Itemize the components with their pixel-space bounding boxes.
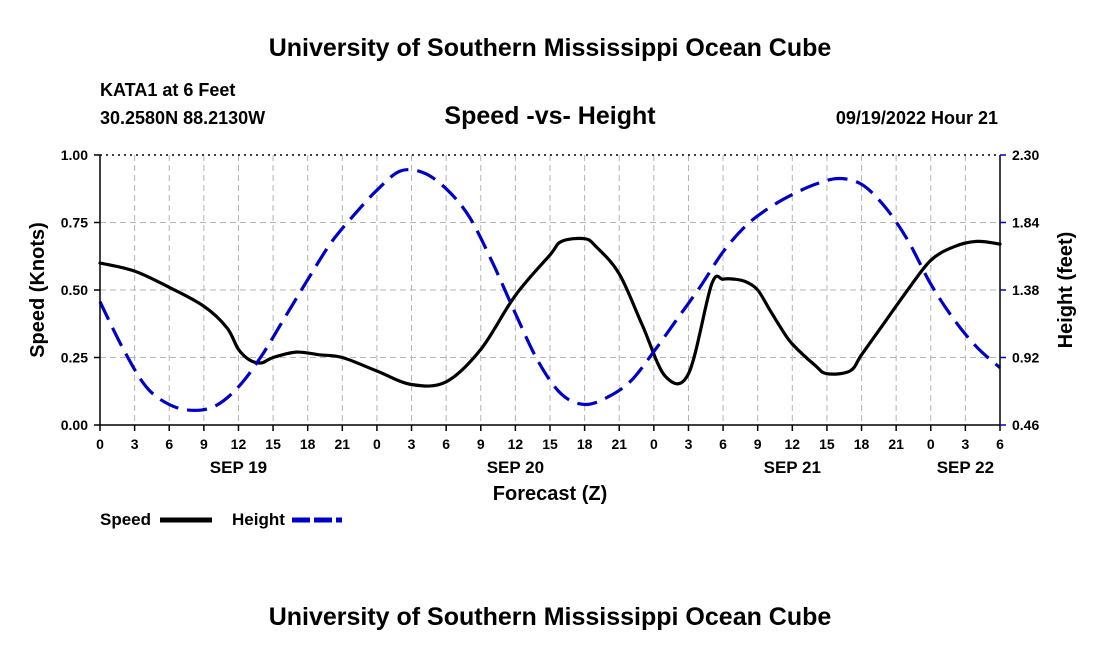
x-tick-label: 6 (996, 436, 1004, 452)
legend-speed-label: Speed (100, 510, 151, 529)
y-tick-label: 1.00 (61, 147, 88, 163)
y-tick-label: 0.50 (61, 282, 88, 298)
y2-axis-label: Height (feet) (1055, 232, 1077, 349)
x-tick-label: 6 (165, 436, 173, 452)
x-tick-label: 6 (719, 436, 727, 452)
x-tick-label: 3 (408, 436, 416, 452)
footer-title: University of Southern Mississippi Ocean… (269, 603, 832, 631)
x-tick-label: 6 (442, 436, 450, 452)
x-tick-label: 15 (819, 436, 835, 452)
day-label: SEP 20 (487, 458, 544, 477)
x-tick-label: 0 (96, 436, 104, 452)
x-tick-label: 12 (785, 436, 801, 452)
y2-tick-label: 1.38 (1012, 282, 1039, 298)
x-tick-label: 15 (542, 436, 558, 452)
x-tick-label: 12 (508, 436, 524, 452)
x-tick-label: 15 (265, 436, 281, 452)
y-tick-label: 0.25 (61, 350, 88, 366)
chart-title: Speed -vs- Height (444, 102, 656, 130)
page-title: University of Southern Mississippi Ocean… (269, 34, 832, 62)
coordinates-label: 30.2580N 88.2130W (100, 108, 265, 128)
day-label: SEP 21 (764, 458, 821, 477)
x-tick-label: 3 (131, 436, 139, 452)
x-tick-label: 21 (611, 436, 627, 452)
series-height-line (98, 167, 1002, 412)
y-tick-label: 0.75 (61, 215, 88, 231)
y-axis-label: Speed (Knots) (27, 222, 49, 358)
x-tick-label: 12 (231, 436, 247, 452)
x-tick-label: 0 (650, 436, 658, 452)
y2-tick-label: 0.46 (1012, 417, 1039, 433)
tick-labels: 0 3 6 9 12 15 18 21 0 3 6 9 12 15 18 21 0 3 6 9 12 15 18 21 0 3 60… (61, 147, 1040, 477)
timestamp-label: 09/19/2022 Hour 21 (836, 108, 998, 128)
x-tick-label: 9 (754, 436, 762, 452)
x-tick-label: 0 (927, 436, 935, 452)
x-tick-label: 9 (200, 436, 208, 452)
y2-tick-label: 2.30 (1012, 147, 1039, 163)
day-label: SEP 19 (210, 458, 267, 477)
plot-axes (94, 154, 1006, 431)
legend: Speed Height (100, 510, 342, 529)
x-tick-label: 3 (685, 436, 693, 452)
y-tick-label: 0.00 (61, 417, 88, 433)
y2-tick-label: 0.92 (1012, 350, 1039, 366)
x-tick-label: 18 (854, 436, 870, 452)
x-tick-label: 0 (373, 436, 381, 452)
x-tick-label: 9 (477, 436, 485, 452)
legend-height-label: Height (232, 510, 285, 529)
x-tick-label: 18 (577, 436, 593, 452)
x-tick-label: 3 (961, 436, 969, 452)
grid-lines (100, 155, 1000, 425)
x-tick-label: 21 (888, 436, 904, 452)
x-tick-label: 18 (300, 436, 316, 452)
y2-tick-label: 1.84 (1012, 215, 1039, 231)
x-tick-label: 21 (335, 436, 351, 452)
series-speed-line (98, 236, 1002, 388)
station-label: KATA1 at 6 Feet (100, 80, 235, 100)
series-layer (98, 167, 1002, 412)
x-axis-label: Forecast (Z) (493, 483, 607, 505)
day-label: SEP 22 (937, 458, 994, 477)
